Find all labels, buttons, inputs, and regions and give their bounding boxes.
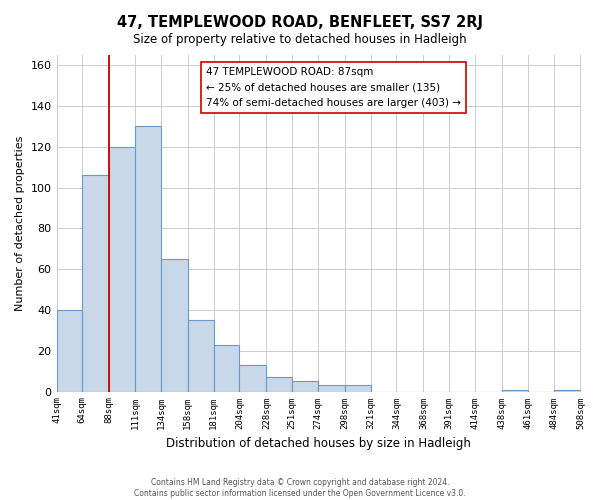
Bar <box>292 382 318 392</box>
Bar <box>318 386 345 392</box>
Bar <box>266 378 292 392</box>
Bar <box>554 390 581 392</box>
Bar <box>56 310 82 392</box>
Text: 47 TEMPLEWOOD ROAD: 87sqm
← 25% of detached houses are smaller (135)
74% of semi: 47 TEMPLEWOOD ROAD: 87sqm ← 25% of detac… <box>206 67 461 108</box>
Text: Size of property relative to detached houses in Hadleigh: Size of property relative to detached ho… <box>133 32 467 46</box>
Bar <box>82 176 109 392</box>
Text: 47, TEMPLEWOOD ROAD, BENFLEET, SS7 2RJ: 47, TEMPLEWOOD ROAD, BENFLEET, SS7 2RJ <box>117 15 483 30</box>
Y-axis label: Number of detached properties: Number of detached properties <box>15 136 25 311</box>
Bar <box>135 126 161 392</box>
X-axis label: Distribution of detached houses by size in Hadleigh: Distribution of detached houses by size … <box>166 437 471 450</box>
Bar <box>161 259 188 392</box>
Bar <box>502 390 528 392</box>
Bar <box>239 365 266 392</box>
Bar <box>109 147 135 392</box>
Bar <box>345 386 371 392</box>
Bar <box>214 344 239 392</box>
Text: Contains HM Land Registry data © Crown copyright and database right 2024.
Contai: Contains HM Land Registry data © Crown c… <box>134 478 466 498</box>
Bar <box>188 320 214 392</box>
